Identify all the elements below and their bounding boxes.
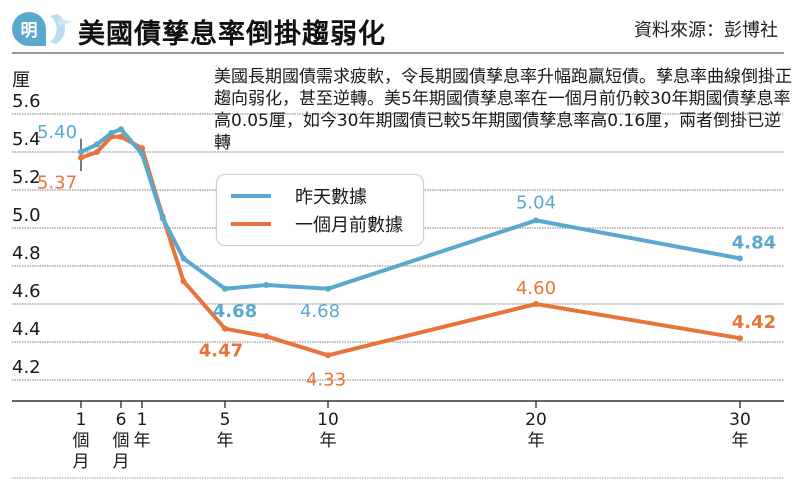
data-point [94,149,101,155]
y-tick-label: 5.4 [12,129,41,150]
chart-note: 美國長期國債需求疲軟，令長期國債孳息率升幅跑贏短債。孳息率曲線倒掛正趨向弱化，甚… [214,67,792,153]
data-point [159,215,166,222]
data-point [222,285,228,292]
x-tick-label: 年 [732,431,749,451]
x-tick-label: 年 [134,431,151,451]
x-tick-label: 月 [113,452,130,472]
data-point [118,126,124,133]
x-tick-label: 年 [217,431,234,451]
legend-swatch-orange [231,222,271,226]
x-tick-label: 年 [320,431,337,451]
data-point [78,149,84,155]
data-point [737,255,743,262]
data-label: 4.68 [213,301,257,322]
x-tick-label: 個 [73,431,90,451]
x-tick-label: 20 [525,410,547,430]
data-point [325,285,331,292]
data-point [222,325,228,332]
data-point [139,150,145,157]
y-tick-label: 5.6 [12,91,41,112]
data-point [263,282,270,288]
y-tick-label: 4.6 [12,281,41,302]
legend-swatch-blue [231,194,271,198]
y-tick-label: 4.4 [12,319,41,340]
x-tick-label: 1 [137,410,148,430]
y-tick-labels: 5.6 5.4 5.2 5.0 4.8 4.6 4.4 4.2 [12,91,41,378]
legend: 昨天數據 一個月前數據 [216,174,424,246]
data-label: 4.68 [300,301,340,322]
x-tick-label: 30 [729,410,751,430]
data-point [78,154,84,161]
data-labels: 5.40 5.37 4.68 4.68 5.04 4.84 4.47 4.33 4.60 4.42 [37,122,776,390]
series-lines [78,126,743,359]
data-label: 5.04 [516,192,556,213]
y-tick-label: 4.8 [12,243,41,264]
y-axis-unit-label: 厘 [12,70,30,91]
header: 明 美國債孳息率倒掛趨弱化 資料來源：彭博社 [0,0,800,56]
x-tick-label: 年 [528,431,545,451]
header-divider [12,52,784,54]
x-tick-label: 1 [76,410,87,430]
series-line-month-ago [79,134,742,358]
data-label: 5.37 [37,173,77,194]
data-point [108,130,115,136]
logo-glyph: 明 [21,21,38,41]
series-line-yesterday [79,127,742,291]
legend-item-month-ago: 一個月前數據 [231,212,403,236]
legend-label: 昨天數據 [295,187,367,208]
data-point [94,141,101,148]
x-tick-label: 月 [73,452,90,472]
y-tick-label: 4.2 [12,357,41,378]
legend-item-yesterday: 昨天數據 [231,184,367,208]
data-point [533,301,539,307]
page-title: 美國債孳息率倒掛趨弱化 [78,19,386,50]
data-label: 4.47 [199,341,243,362]
data-label: 4.84 [732,232,776,253]
x-tick-label: 5 [220,410,231,430]
data-point [325,352,331,359]
data-point [118,133,124,140]
legend-label: 一個月前數據 [295,215,403,236]
x-tick-label: 10 [317,410,339,430]
ming-pao-logo-icon: 明 [12,12,72,46]
data-label: 4.33 [306,369,346,390]
y-tick-label: 5.0 [12,205,41,226]
data-point [737,335,743,342]
data-point [180,278,187,285]
data-label: 4.60 [516,278,556,299]
x-tick-label: 個 [113,431,130,451]
x-tick-label: 6 [116,410,127,430]
data-label: 5.40 [37,122,77,143]
data-point [180,255,187,262]
y-tick-label: 5.2 [12,167,41,188]
data-point [263,333,270,340]
source-credit: 資料來源：彭博社 [634,20,778,41]
data-point [533,217,539,224]
data-label: 4.42 [732,312,776,333]
